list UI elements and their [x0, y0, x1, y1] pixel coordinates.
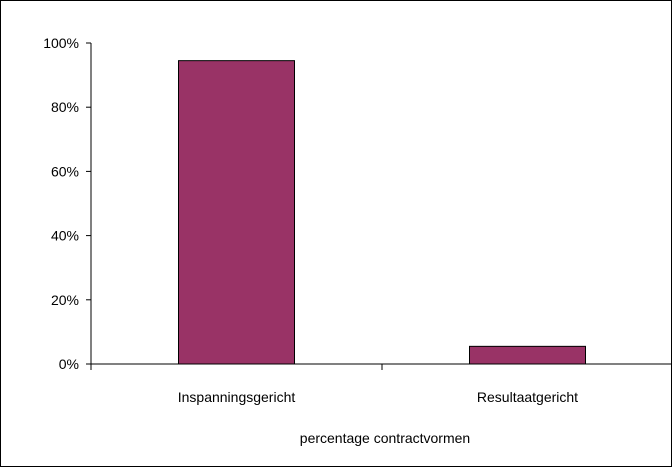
y-tick-label: 100%	[43, 35, 79, 51]
bars-group	[179, 61, 586, 364]
y-tick-label: 20%	[51, 292, 79, 308]
axes-group	[86, 43, 672, 370]
y-tick-label: 60%	[51, 163, 79, 179]
bar-resultaatgericht	[470, 346, 586, 364]
y-tick-label: 80%	[51, 99, 79, 115]
x-category-label: Resultaatgericht	[477, 389, 578, 405]
y-tick-label: 40%	[51, 228, 79, 244]
bar-inspanningsgericht	[179, 61, 295, 364]
x-category-label: Inspanningsgericht	[178, 389, 296, 405]
y-tick-label: 0%	[59, 356, 79, 372]
x-axis-title: percentage contractvormen	[300, 430, 470, 446]
